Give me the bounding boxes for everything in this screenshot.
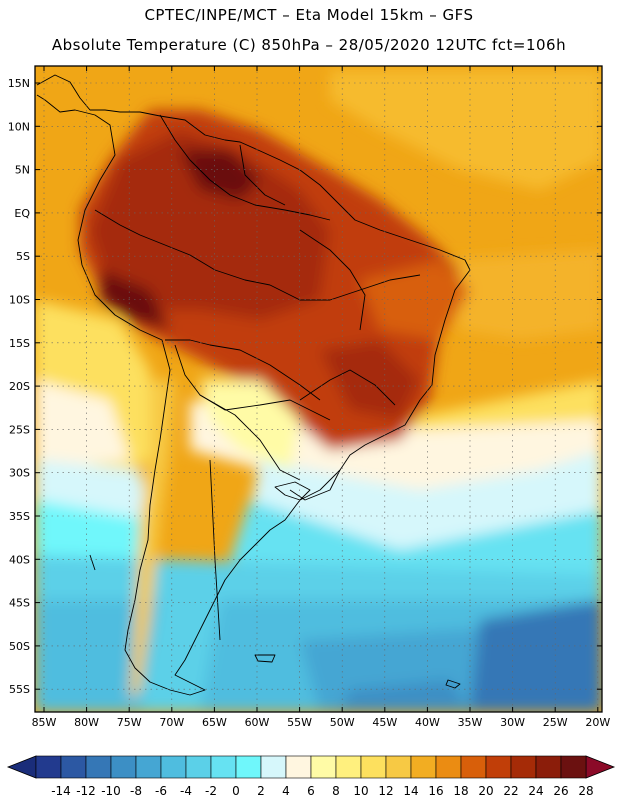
colorbar-label: -8 [130, 784, 142, 798]
lon-label: 70W [159, 716, 184, 729]
colorbar-label: 28 [578, 784, 593, 798]
lat-label: EQ [14, 207, 30, 220]
lat-label: 15N [8, 77, 30, 90]
colorbar: -14 -12 -10 -8 -6 -4 -2 0 2 4 6 8 10 12 14 16 18 20 22 24 26… [6, 755, 616, 798]
colorbar-swatch [185, 755, 212, 779]
colorbar-label: 22 [503, 784, 518, 798]
lon-label: 25W [543, 716, 568, 729]
map-title: CPTEC/INPE/MCT – Eta Model 15km – GFS [144, 6, 474, 24]
colorbar-swatch [235, 755, 262, 779]
coastline-borders [36, 74, 471, 696]
colorbar-label: 2 [257, 784, 265, 798]
lon-label: 65W [202, 716, 227, 729]
lon-label: 45W [372, 716, 397, 729]
longitude-labels: 85W 80W 75W 70W 65W 60W 55W 50W 45W 40W 35W 30W 25W 2… [32, 66, 610, 729]
colorbar-under-arrow [6, 755, 37, 779]
colorbar-swatch [535, 755, 562, 779]
lat-label: 35S [9, 510, 30, 523]
colorbar-label: 10 [353, 784, 368, 798]
map-subtitle: Absolute Temperature (C) 850hPa – 28/05/… [51, 36, 567, 54]
lon-label: 40W [415, 716, 440, 729]
colorbar-label: 18 [453, 784, 468, 798]
temperature-field [35, 66, 602, 712]
map-frame [34, 65, 603, 713]
lon-label: 30W [500, 716, 525, 729]
lat-label: 50S [9, 640, 30, 653]
colorbar-swatch [35, 755, 62, 779]
colorbar-swatch [435, 755, 462, 779]
colorbar-swatch [360, 755, 387, 779]
colorbar-label: -10 [101, 784, 121, 798]
colorbar-swatch [85, 755, 112, 779]
colorbar-label: -14 [51, 784, 71, 798]
colorbar-swatch [510, 755, 537, 779]
colorbar-label: 12 [378, 784, 393, 798]
colorbar-label: 14 [403, 784, 418, 798]
lat-label: 30S [9, 467, 30, 480]
colorbar-swatch [410, 755, 437, 779]
lat-label: 10N [8, 120, 30, 133]
colorbar-label: 24 [528, 784, 543, 798]
lon-label: 60W [245, 716, 270, 729]
colorbar-over-arrow [585, 755, 616, 779]
colorbar-label: -12 [76, 784, 96, 798]
colorbar-swatch [335, 755, 362, 779]
colorbar-label: 20 [478, 784, 493, 798]
colorbar-label: 26 [553, 784, 568, 798]
lon-label: 35W [458, 716, 483, 729]
lon-label: 50W [330, 716, 355, 729]
lat-label: 25S [9, 423, 30, 436]
lat-label: 40S [9, 553, 30, 566]
lat-label: 15S [9, 337, 30, 350]
colorbar-swatch [135, 755, 162, 779]
colorbar-swatch [160, 755, 187, 779]
lat-label: 55S [9, 683, 30, 696]
lon-label: 85W [32, 716, 57, 729]
lon-label: 55W [287, 716, 312, 729]
colorbar-label: -6 [155, 784, 167, 798]
lat-label: 10S [9, 294, 30, 307]
colorbar-label: 16 [428, 784, 443, 798]
colorbar-swatch [560, 755, 587, 779]
colorbar-label: -4 [180, 784, 192, 798]
colorbar-label: 6 [307, 784, 315, 798]
lat-label: 5S [16, 250, 30, 263]
lon-label: 80W [74, 716, 99, 729]
colorbar-swatch [210, 755, 237, 779]
colorbar-swatch [110, 755, 137, 779]
colorbar-swatch [485, 755, 512, 779]
lon-label: 75W [117, 716, 142, 729]
colorbar-swatch [260, 755, 287, 779]
lat-label: 20S [9, 380, 30, 393]
colorbar-swatch [60, 755, 87, 779]
lat-label: 45S [9, 597, 30, 610]
colorbar-swatch [385, 755, 412, 779]
latitude-labels: 15N 10N 5N EQ 5S 10S 15S 20S 25S 30S 35S 40S 45S 50S 5… [8, 77, 602, 696]
colorbar-swatch [460, 755, 487, 779]
colorbar-swatch [285, 755, 312, 779]
colorbar-label: 4 [282, 784, 290, 798]
colorbar-label: 0 [232, 784, 240, 798]
colorbar-label: 8 [332, 784, 340, 798]
colorbar-swatch [310, 755, 337, 779]
lat-label: 5N [15, 164, 30, 177]
colorbar-label: -2 [205, 784, 217, 798]
graticule [35, 66, 602, 712]
lon-label: 20W [585, 716, 610, 729]
